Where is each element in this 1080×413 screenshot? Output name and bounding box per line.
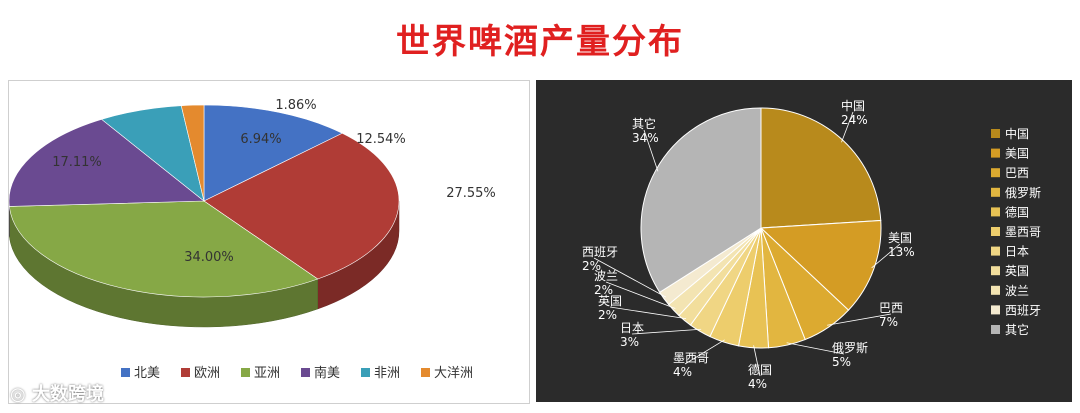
page-title: 世界啤酒产量分布 <box>396 22 684 62</box>
legend-swatch-墨西哥 <box>991 227 1000 236</box>
slice-value-美国: 13% <box>888 245 915 259</box>
slice-value-西班牙: 2% <box>582 259 601 273</box>
callout-line-西班牙 <box>593 257 667 298</box>
watermark-icon: ◎ <box>10 384 26 405</box>
pie-slice-亚洲 <box>9 200 319 298</box>
legend-swatch-非洲 <box>361 368 370 377</box>
chart-countries-panel: 中国 24% 美国 13% 巴西 7% 俄罗斯 5% 德国 4% 墨西哥 4% 日本 3% 英国 2% 波兰 2%… <box>536 80 1072 402</box>
legend-swatch-大洋洲 <box>421 368 430 377</box>
country-pie-chart: 中国24%美国13%巴西7%俄罗斯5%德国4%墨西哥4%日本3%英国2%波兰2%… <box>582 98 1041 391</box>
legend-swatch-波兰 <box>991 285 1000 295</box>
callout-line-英国 <box>609 306 687 320</box>
slice-value-俄罗斯: 5% <box>832 355 851 369</box>
legend-swatch-西班牙 <box>991 305 1000 315</box>
data-label-大洋洲: 1.86% <box>275 98 316 113</box>
pie-slice-大洋洲 <box>180 104 205 202</box>
watermark-text: 大数跨境 <box>32 384 104 405</box>
legend-swatch-美国 <box>991 148 1000 158</box>
slice-value-巴西: 7% <box>879 315 898 329</box>
slice-name-巴西: 巴西 <box>879 301 903 315</box>
slice-value-中国: 24% <box>841 113 868 127</box>
slice-name-中国: 中国 <box>841 98 865 113</box>
slice-value-波兰: 2% <box>594 283 613 297</box>
pie-slice-南美 <box>9 118 205 207</box>
legend-label-德国: 德国 <box>1005 204 1029 219</box>
legend-swatch-欧洲 <box>181 368 190 377</box>
legend-swatch-德国 <box>991 207 1000 217</box>
legend-swatch-亚洲 <box>241 368 250 377</box>
callout-line-墨西哥 <box>684 339 725 365</box>
pie-slice-其它 <box>640 107 762 293</box>
legend-swatch-日本 <box>991 246 1000 256</box>
pie-slice-欧洲 <box>203 132 400 280</box>
legend-label-巴西: 巴西 <box>1005 166 1029 180</box>
legend-label-北美: 北美 <box>134 366 160 381</box>
legend-label-欧洲: 欧洲 <box>194 366 220 381</box>
legend-swatch-其它 <box>991 325 1000 334</box>
callout-line-日本 <box>631 328 702 335</box>
watermark-logo: ◎ 大数跨境 <box>10 380 104 406</box>
data-label-亚洲: 34.00% <box>184 250 234 265</box>
slice-value-日本: 3% <box>620 335 639 349</box>
legend-label-非洲: 非洲 <box>374 366 400 381</box>
callout-line-中国 <box>841 111 854 143</box>
legend-swatch-中国 <box>991 129 1000 138</box>
pie-slice-美国 <box>759 219 882 311</box>
callout-line-波兰 <box>605 281 676 309</box>
legend-label-英国: 英国 <box>1005 264 1029 278</box>
legend-label-大洋洲: 大洋洲 <box>434 366 473 381</box>
legend-swatch-巴西 <box>991 168 1000 178</box>
data-label-南美: 17.11% <box>52 155 102 170</box>
legend-label-中国: 中国 <box>1005 126 1029 141</box>
legend-label-日本: 日本 <box>1005 245 1029 259</box>
legend-swatch-英国 <box>991 266 1000 276</box>
slice-name-英国: 英国 <box>598 294 622 308</box>
slice-value-墨西哥: 4% <box>673 365 692 379</box>
data-label-北美: 12.54% <box>356 132 406 147</box>
legend-label-俄罗斯: 俄罗斯 <box>1005 186 1041 200</box>
slice-name-波兰: 波兰 <box>594 269 618 283</box>
slice-name-西班牙: 西班牙 <box>582 245 618 259</box>
data-label-欧洲: 27.55% <box>446 186 496 201</box>
legend-swatch-北美 <box>121 368 130 377</box>
legend-label-美国: 美国 <box>1005 147 1029 161</box>
legend-label-其它: 其它 <box>1005 322 1029 337</box>
legend-label-亚洲: 亚洲 <box>254 366 280 381</box>
callout-line-德国 <box>753 345 761 377</box>
data-label-非洲: 6.94% <box>240 132 281 147</box>
pie-slice-中国 <box>760 107 882 229</box>
callout-line-俄罗斯 <box>786 342 845 355</box>
legend-label-墨西哥: 墨西哥 <box>1005 225 1041 239</box>
slice-name-墨西哥: 墨西哥 <box>673 351 709 365</box>
legend-label-西班牙: 西班牙 <box>1005 303 1041 317</box>
continent-pie-chart: 12.54% 27.55% 34.00% 17.11% 6.94% 1.86% 北美 欧洲 亚洲… <box>9 98 496 381</box>
callout-line-其它 <box>643 129 659 172</box>
slice-value-其它: 34% <box>632 131 659 145</box>
slice-name-美国: 美国 <box>888 231 912 245</box>
legend-label-南美: 南美 <box>314 365 340 381</box>
slice-name-俄罗斯: 俄罗斯 <box>832 341 868 355</box>
pie-slice-北美 <box>203 104 343 202</box>
slice-value-英国: 2% <box>598 308 617 322</box>
legend-swatch-南美 <box>301 368 310 377</box>
callout-line-美国 <box>871 243 901 269</box>
slice-name-日本: 日本 <box>620 321 644 335</box>
slice-name-其它: 其它 <box>632 116 656 131</box>
legend-label-波兰: 波兰 <box>1005 284 1029 298</box>
chart-continents-panel: 12.54% 27.55% 34.00% 17.11% 6.94% 1.86% 北美 欧洲 亚洲… <box>8 80 530 404</box>
callout-line-巴西 <box>827 313 892 326</box>
slice-name-德国: 德国 <box>748 362 772 377</box>
slice-value-德国: 4% <box>748 377 767 391</box>
legend-swatch-俄罗斯 <box>991 187 1000 197</box>
